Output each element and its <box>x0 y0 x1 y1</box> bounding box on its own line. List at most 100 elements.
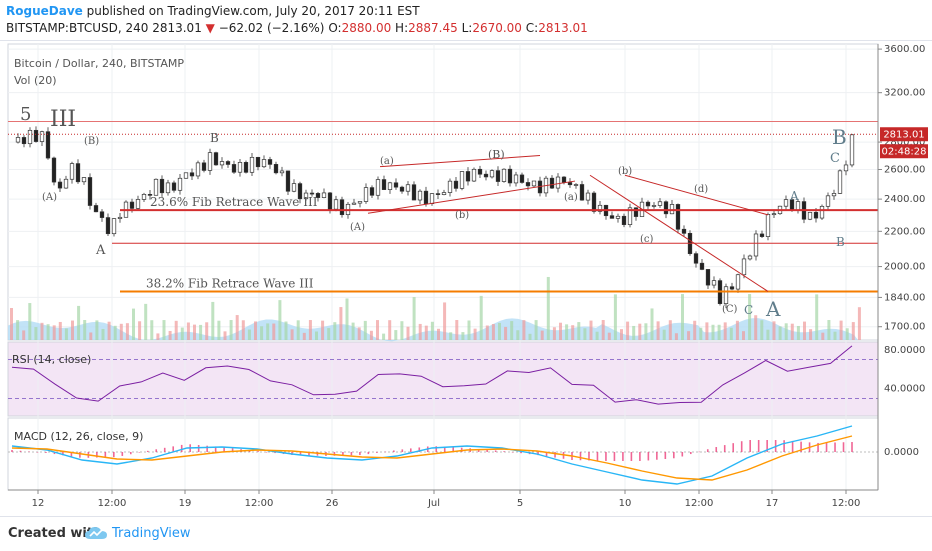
volume-bar <box>193 324 196 340</box>
volume-bar <box>339 307 343 340</box>
volume-bar <box>394 330 398 340</box>
x-tick-label: 12 <box>32 498 45 509</box>
wave-label: (b) <box>618 166 632 177</box>
macd-histogram-bar <box>706 449 709 452</box>
candle-body <box>153 178 159 196</box>
macd-histogram-bar <box>138 452 141 453</box>
volume-bar <box>595 331 599 340</box>
tradingview-cloud-icon[interactable] <box>84 525 108 541</box>
down-arrow-icon: ▼ <box>205 21 215 35</box>
volume-bar <box>382 333 386 340</box>
volume-bar <box>485 325 489 340</box>
volume-bar <box>290 329 294 340</box>
volume-bars <box>8 276 861 342</box>
volume-bar <box>162 320 166 340</box>
macd-histogram-bar <box>274 452 276 454</box>
macd-histogram-bar <box>545 452 548 457</box>
x-tick-label: 12:00 <box>832 498 861 509</box>
author-name[interactable]: RogueDave <box>6 4 83 18</box>
volume-bar <box>308 320 312 340</box>
macd-histogram-bar <box>206 445 208 452</box>
macd-histogram-bar <box>401 449 404 452</box>
rsi-tick-label: 80.0000 <box>884 345 925 356</box>
x-tick-label: 26 <box>326 498 339 509</box>
candle-body <box>753 233 759 257</box>
candle-body <box>531 180 537 187</box>
chart-header: RogueDave published on TradingView.com, … <box>0 0 932 41</box>
price-pane-border <box>7 43 879 341</box>
volume-bar <box>229 320 233 340</box>
volume-bar <box>803 321 806 340</box>
symbol-label[interactable]: BITSTAMP:BTCUSD, 240 <box>6 21 149 35</box>
macd-histogram-bar <box>757 440 760 452</box>
volume-bar <box>223 331 227 340</box>
volume-bar <box>144 303 148 340</box>
candle-body <box>663 201 669 215</box>
volume-bar <box>754 315 758 340</box>
candle-body <box>279 170 285 174</box>
volume-bar <box>28 303 32 340</box>
candle-body <box>441 192 447 195</box>
low-label: L: <box>461 21 473 35</box>
volume-bar <box>180 327 184 340</box>
chart-canvas[interactable]: 23.6% Fib Retrace Wave III 38.2% Fib Retr… <box>0 40 932 516</box>
volume-bar <box>796 325 800 340</box>
volume-bar <box>437 328 440 340</box>
published-text: published on TradingView.com, July 20, 2… <box>86 4 420 18</box>
candle-body <box>249 156 255 173</box>
close-label: C: <box>525 21 539 35</box>
macd-tick-label: 0.0000 <box>884 447 919 458</box>
candle-body <box>375 179 381 196</box>
volume-bar <box>815 294 819 340</box>
candle-body <box>57 181 63 189</box>
volume-bar <box>83 320 87 340</box>
volume-bar <box>778 326 782 340</box>
volume-bar <box>693 320 697 340</box>
macd-histogram-bar <box>359 452 361 456</box>
candle-body <box>615 215 621 219</box>
volume-bar <box>443 302 447 340</box>
volume-bar <box>315 331 318 340</box>
volume-bar <box>479 295 483 340</box>
candle-body <box>723 286 729 304</box>
volume-bar <box>717 324 721 340</box>
volume-bar <box>845 328 849 340</box>
volume-bar <box>376 320 379 340</box>
macd-histogram-bar <box>477 449 480 452</box>
candle-body <box>465 171 471 182</box>
macd-histogram-bar <box>834 442 836 452</box>
created-with-text: Created with <box>8 526 103 541</box>
candle-body <box>177 177 183 191</box>
publish-line: RogueDave published on TradingView.com, … <box>6 4 420 18</box>
volume-bar <box>534 320 538 340</box>
macd-histogram-bar <box>554 452 556 458</box>
rsi-pane <box>8 345 878 405</box>
candle-body <box>63 178 69 189</box>
volume-bar <box>571 325 575 340</box>
candle-body <box>513 174 519 184</box>
volume-bar <box>504 326 508 340</box>
y-tick-label: 2200.00 <box>884 226 925 237</box>
macd-histogram-bar <box>639 452 641 461</box>
volume-bar <box>522 320 526 340</box>
macd-histogram-bar <box>851 442 853 452</box>
candle-body <box>597 204 603 212</box>
footer: Created with TradingView <box>0 516 932 551</box>
volume-bar <box>64 328 68 340</box>
volume-bar <box>455 320 459 340</box>
macd-histogram-bar <box>673 452 675 459</box>
rsi-pane-background <box>7 341 879 417</box>
volume-bar <box>449 332 453 340</box>
candle-body <box>261 159 267 168</box>
macd-histogram-bar <box>664 452 667 459</box>
volume-bar <box>681 294 684 340</box>
volume-bar <box>467 320 471 340</box>
candle-body <box>495 170 501 182</box>
wave-label: 5 <box>20 104 31 125</box>
x-tick-label: 17 <box>766 498 779 509</box>
macd-histogram-bar <box>791 440 794 452</box>
volume-bar <box>132 308 135 340</box>
candle-body <box>729 286 735 290</box>
tradingview-brand[interactable]: TradingView <box>112 526 191 541</box>
macd-histogram-bar <box>503 451 505 452</box>
